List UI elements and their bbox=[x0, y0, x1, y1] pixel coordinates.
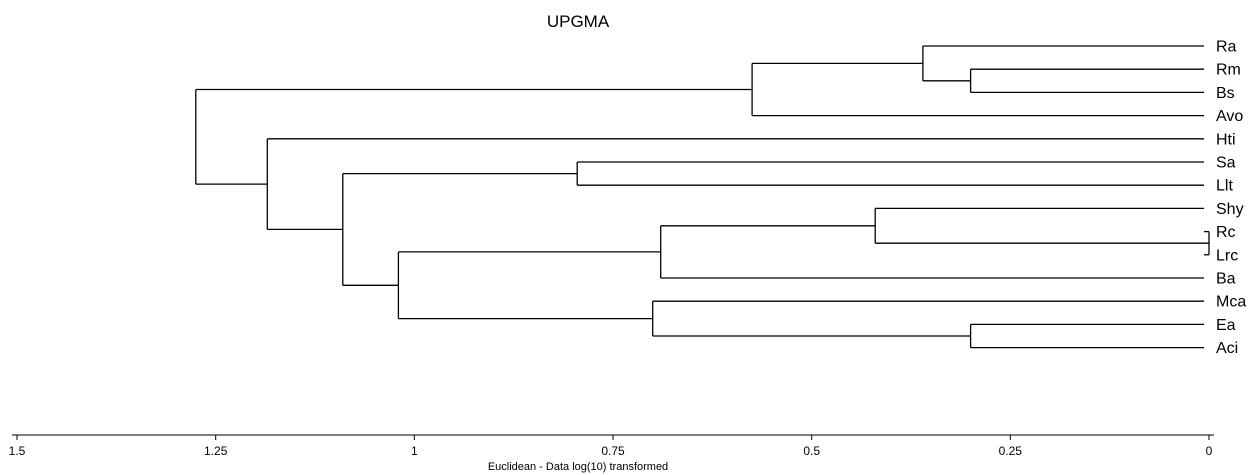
leaf-label-ea: Ea bbox=[1216, 317, 1236, 334]
tree-branches bbox=[195, 45, 1210, 349]
leaf-label-hti: Hti bbox=[1216, 131, 1236, 148]
leaf-labels: Ra Rm Bs Avo Hti Sa Llt Shy Rc Lrc Ba Mca Ea Aci bbox=[1216, 39, 1246, 358]
leaf-label-llt: Llt bbox=[1216, 178, 1233, 195]
x-axis: 1.5 1.25 1 0.75 0.5 0.25 0 bbox=[9, 434, 1214, 458]
x-tick-label-5: 0.25 bbox=[999, 444, 1023, 458]
axis-caption: Euclidean - Data log(10) transformed bbox=[488, 461, 668, 473]
leaf-label-ba: Ba bbox=[1216, 271, 1236, 288]
chart-title: UPGMA bbox=[547, 12, 610, 31]
leaf-label-mca: Mca bbox=[1216, 294, 1246, 311]
leaf-label-bs: Bs bbox=[1216, 85, 1235, 102]
leaf-label-shy: Shy bbox=[1216, 201, 1244, 218]
x-tick-label-3: 0.75 bbox=[601, 444, 625, 458]
x-tick-label-4: 0.5 bbox=[803, 444, 820, 458]
leaf-label-aci: Aci bbox=[1216, 340, 1238, 357]
leaf-label-ra: Ra bbox=[1216, 39, 1237, 56]
x-tick-label-0: 1.5 bbox=[9, 444, 26, 458]
x-tick-label-2: 1 bbox=[411, 444, 418, 458]
x-tick-label-6: 0 bbox=[1206, 444, 1213, 458]
leaf-label-sa: Sa bbox=[1216, 155, 1236, 172]
x-axis-ticks: 1.5 1.25 1 0.75 0.5 0.25 0 bbox=[9, 435, 1213, 458]
leaf-label-rm: Rm bbox=[1216, 62, 1241, 79]
leaf-label-rc: Rc bbox=[1216, 224, 1236, 241]
leaf-label-lrc: Lrc bbox=[1216, 247, 1238, 264]
leaf-label-avo: Avo bbox=[1216, 108, 1243, 125]
x-tick-label-1: 1.25 bbox=[204, 444, 228, 458]
